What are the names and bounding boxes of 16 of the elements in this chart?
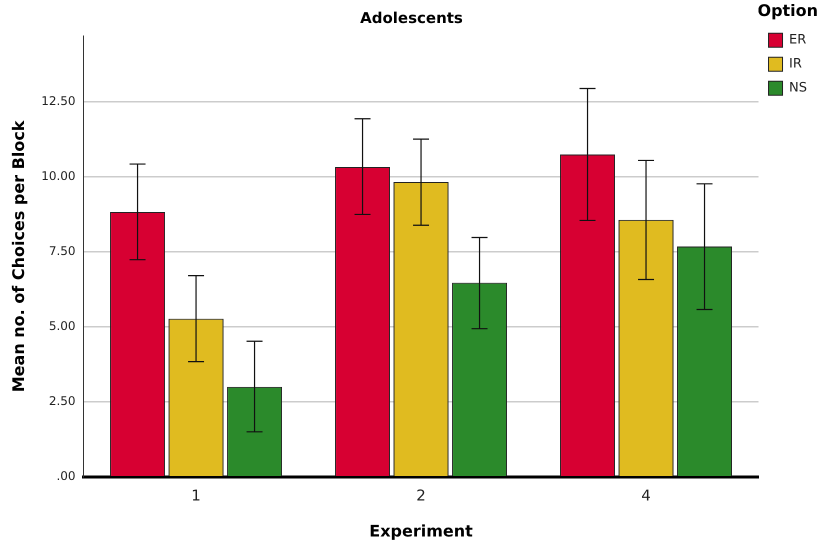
chart-title: Adolescents — [360, 8, 463, 27]
x-tick-label: 2 — [416, 486, 426, 505]
legend-title: Option — [757, 1, 818, 20]
legend-label: ER — [789, 32, 806, 48]
x-tick-label: 4 — [641, 486, 651, 505]
x-axis-title: Experiment — [369, 522, 474, 541]
legend-label: IR — [789, 56, 802, 72]
y-tick-label: 7.50 — [48, 244, 76, 258]
legend-label: NS — [789, 80, 808, 96]
x-tick-label: 1 — [191, 486, 201, 505]
y-tick-label: 10.00 — [41, 169, 76, 184]
y-tick-label: 2.50 — [48, 394, 76, 408]
y-tick-label: .00 — [56, 468, 76, 483]
y-tick-label: 5.00 — [48, 318, 76, 333]
y-tick-label: 12.50 — [41, 94, 76, 108]
y-axis-title: Mean no. of Choices per Block — [8, 120, 28, 392]
